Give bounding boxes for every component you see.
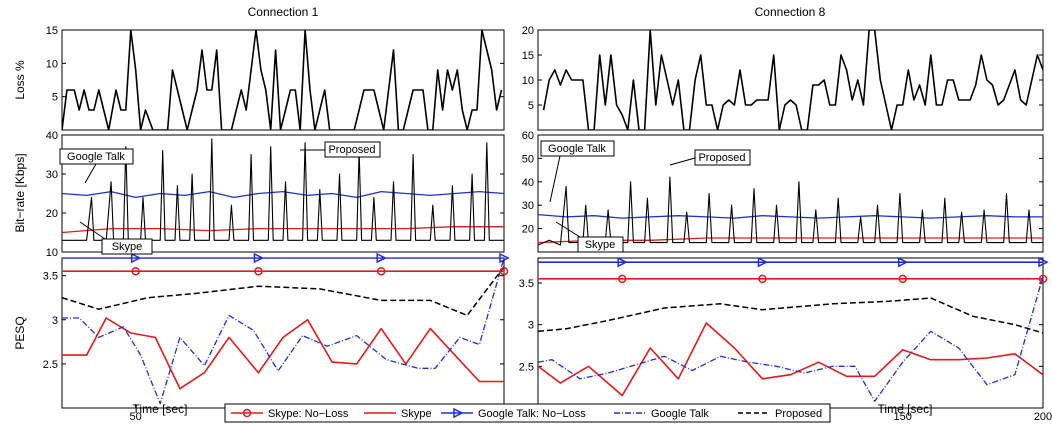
legend-label-proposed: Proposed xyxy=(775,408,822,420)
legend-label-google-talk: Google Talk xyxy=(651,408,709,420)
chart-title-connection-1: Connection 1 xyxy=(248,5,319,19)
y-tick-label: 5 xyxy=(528,100,534,112)
plot-area xyxy=(61,257,505,409)
series-line-proposed xyxy=(62,138,504,241)
legend-entry-skype-no-loss: Skype: No−Loss xyxy=(231,408,349,420)
annotation-proposed-c1: Proposed xyxy=(300,141,381,158)
legend: Skype: No−Loss Skype Google Talk: No−Los… xyxy=(224,403,831,423)
y-tick-label: 20 xyxy=(522,224,534,236)
plot-area xyxy=(537,257,1044,409)
series-group xyxy=(62,138,504,241)
marker-google-talk-no-loss xyxy=(897,256,909,268)
y-tick-label: 3.5 xyxy=(519,278,534,290)
series-group xyxy=(62,30,503,130)
chart-title-connection-8: Connection 8 xyxy=(755,5,826,19)
marker-skype-no-loss xyxy=(617,274,627,284)
annotation-google-talk-label-c8: Google Talk xyxy=(548,143,606,155)
series-line-google-talk xyxy=(62,258,504,405)
legend-entry-skype: Skype xyxy=(364,408,432,420)
marker-skype-no-loss xyxy=(499,266,509,276)
series-line-proposed xyxy=(538,176,1043,246)
series-line-proposed xyxy=(62,266,504,317)
annotation-skype-label-c8: Skype xyxy=(585,239,616,251)
legend-entry-proposed: Proposed xyxy=(738,408,822,420)
series-line-google-talk xyxy=(538,213,1043,219)
pesq-panel-connection-8: 22.533.550100150200 xyxy=(519,256,1052,423)
y-tick-label: 40 xyxy=(46,130,58,142)
legend-label-skype: Skype xyxy=(401,408,432,420)
marker-skype-no-loss xyxy=(376,266,386,276)
pesq-panel-connection-1: 2.533.550100150200 xyxy=(43,252,513,423)
y-tick-label: 30 xyxy=(522,200,534,212)
marker-skype-no-loss xyxy=(1038,274,1048,284)
annotation-skype-c1: Skype xyxy=(79,221,153,255)
annotation-proposed-label-c1: Proposed xyxy=(328,144,375,156)
series-group xyxy=(538,261,1043,402)
ylabel-pesq: PESQ xyxy=(13,316,27,349)
series-line-google-talk xyxy=(62,190,504,199)
y-tick-label: 20 xyxy=(522,25,534,37)
marker-google-talk-no-loss xyxy=(499,252,510,264)
marker-google-talk-no-loss xyxy=(253,252,265,264)
y-tick-label: 15 xyxy=(522,50,534,62)
y-tick-label: 20 xyxy=(46,208,58,220)
x-tick-label: 50 xyxy=(130,411,142,423)
legend-label-google-talk-no-loss: Google Talk: No−Loss xyxy=(478,408,586,420)
legend-entry-google-talk: Google Talk xyxy=(614,408,709,420)
series-line-loss xyxy=(542,30,1043,130)
x-tick-label: 200 xyxy=(1034,411,1052,423)
marker-skype-no-loss xyxy=(254,266,263,276)
annotation-proposed-label-c8: Proposed xyxy=(698,152,745,164)
series-group xyxy=(62,258,504,405)
annotation-skype-label-c1: Skype xyxy=(112,241,143,253)
marker-google-talk-no-loss xyxy=(376,252,387,264)
loss-panel-connection-8: 5 10 15 20 xyxy=(522,25,1044,131)
marker-google-talk-no-loss xyxy=(757,256,769,268)
loss-panel-connection-1: 5 10 15 xyxy=(46,25,505,131)
series-line-loss xyxy=(62,30,503,130)
y-tick-label: 5 xyxy=(52,92,58,104)
legend-entry-google-talk-no-loss: Google Talk: No−Loss xyxy=(441,407,586,420)
ylabel-bitrate: Bit−rate [Kbps] xyxy=(13,153,27,232)
series-line-skype xyxy=(62,317,504,390)
ylabel-loss: Loss % xyxy=(13,60,27,100)
y-tick-label: 40 xyxy=(522,177,534,189)
y-tick-label: 50 xyxy=(522,153,534,165)
y-tick-label: 3 xyxy=(528,320,534,332)
series-group xyxy=(542,30,1043,130)
marker-google-talk-no-loss xyxy=(130,252,142,264)
annotation-google-talk-label-c1: Google Talk xyxy=(67,151,125,163)
y-tick-label: 2.5 xyxy=(43,359,58,371)
y-tick-label: 10 xyxy=(46,247,58,259)
y-tick-label: 30 xyxy=(46,169,58,181)
plot-area xyxy=(61,29,505,131)
y-tick-label: 15 xyxy=(46,25,58,37)
marker-skype-no-loss xyxy=(758,274,767,284)
marker-google-talk-no-loss xyxy=(1038,256,1049,268)
y-tick-label: 60 xyxy=(522,130,534,142)
xlabel-connection-1: Time [sec] xyxy=(133,402,188,416)
x-tick-label: 150 xyxy=(894,411,912,423)
bitrate-panel-connection-1: 10 20 30 40 xyxy=(46,130,505,259)
series-line-proposed xyxy=(538,297,1043,334)
legend-label-skype-no-loss: Skype: No−Loss xyxy=(268,408,349,420)
marker-google-talk-no-loss xyxy=(617,256,628,268)
annotation-google-talk-c8: Google Talk xyxy=(540,140,615,203)
y-tick-label: 3 xyxy=(52,315,58,327)
series-line-skype xyxy=(538,322,1043,397)
marker-skype-no-loss xyxy=(131,266,140,276)
annotation-google-talk-c1: Google Talk xyxy=(59,148,134,184)
xlabel-connection-8: Time [sec] xyxy=(878,402,933,416)
y-tick-label: 3.5 xyxy=(43,271,58,283)
annotation-skype-c8: Skype xyxy=(555,221,624,253)
marker-skype-no-loss xyxy=(898,274,907,284)
annotation-proposed-c8: Proposed xyxy=(669,149,751,166)
y-tick-label: 10 xyxy=(46,58,58,70)
series-line-google-talk xyxy=(538,276,1043,402)
y-tick-label: 2.5 xyxy=(519,361,534,373)
plot-area xyxy=(537,134,1044,253)
y-tick-label: 10 xyxy=(522,75,534,87)
